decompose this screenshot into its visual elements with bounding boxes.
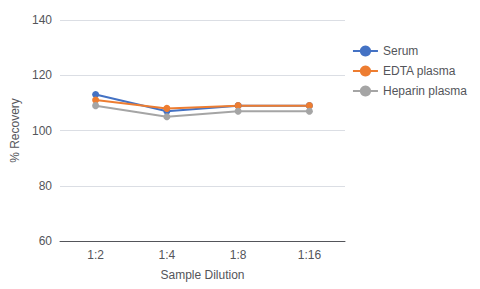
svg-text:1:8: 1:8 [230, 248, 247, 262]
svg-text:Serum: Serum [383, 44, 418, 58]
svg-text:120: 120 [32, 68, 52, 82]
svg-text:% Recovery: % Recovery [8, 98, 22, 163]
svg-text:100: 100 [32, 124, 52, 138]
svg-text:140: 140 [32, 13, 52, 27]
svg-text:80: 80 [39, 179, 53, 193]
svg-text:1:4: 1:4 [159, 248, 176, 262]
svg-text:1:16: 1:16 [298, 248, 322, 262]
svg-text:1:2: 1:2 [87, 248, 104, 262]
svg-text:Sample Dilution: Sample Dilution [160, 268, 244, 282]
svg-text:EDTA plasma: EDTA plasma [383, 64, 456, 78]
svg-text:60: 60 [39, 234, 53, 248]
svg-text:Heparin plasma: Heparin plasma [383, 84, 467, 98]
